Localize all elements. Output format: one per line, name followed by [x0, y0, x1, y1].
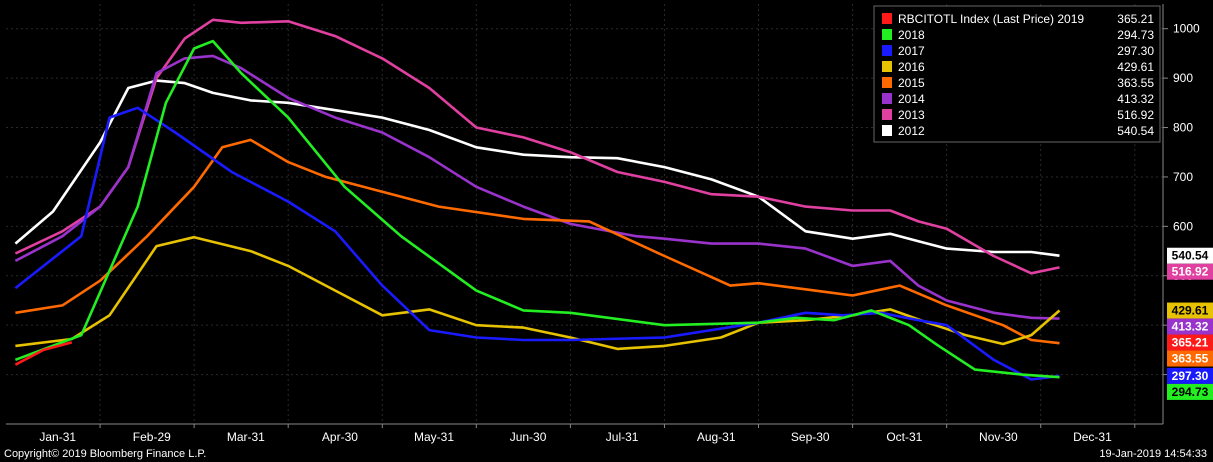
- x-tick-label: Oct-31: [886, 430, 922, 444]
- legend-box: [873, 5, 1161, 143]
- last-value-tag-label: 365.21: [1172, 336, 1209, 350]
- series-line-2013: [14, 18, 1060, 275]
- last-value-tag-label: 294.73: [1172, 385, 1209, 399]
- legend-label-2014: 2014: [898, 92, 925, 106]
- series-line-2019: [14, 341, 73, 366]
- last-value-tags: 540.54 516.92 429.61 413.32 365.21 363.55 297.…: [1167, 247, 1213, 400]
- legend-swatch-2014: [882, 93, 892, 104]
- legend-swatch-2017: [882, 45, 892, 56]
- x-tick-label: Nov-30: [979, 430, 1018, 444]
- legend-swatch-2018: [882, 29, 892, 40]
- y-tick-label: 900: [1173, 71, 1193, 85]
- timestamp-text: 19-Jan-2019 14:54:33: [1099, 448, 1207, 460]
- x-tick-label: Apr-30: [322, 430, 358, 444]
- legend-swatch-2016: [882, 61, 892, 72]
- legend-swatch-2015: [882, 77, 892, 88]
- y-tick-label: 600: [1173, 219, 1193, 233]
- last-value-tag-label: 413.32: [1172, 320, 1209, 334]
- last-value-tag-2013: [1167, 263, 1213, 280]
- legend-value-2017: 297.30: [1117, 44, 1154, 58]
- last-value-tag-2015: [1167, 350, 1213, 367]
- legend-label-2017: 2017: [898, 44, 925, 58]
- last-value-tag-2012: [1167, 247, 1213, 264]
- legend-swatch-2019: [882, 13, 892, 24]
- last-value-tag-label: 540.54: [1172, 249, 1209, 263]
- last-value-tag-label: 297.30: [1172, 369, 1209, 383]
- last-value-tag-2014: [1167, 318, 1213, 335]
- last-value-tag-2018: [1167, 383, 1213, 400]
- copyright-text: Copyright© 2019 Bloomberg Finance L.P.: [4, 448, 207, 460]
- x-tick-label: Sep-30: [791, 430, 830, 444]
- legend-label-2015: 2015: [898, 76, 925, 90]
- y-tick-label: 1000: [1173, 22, 1200, 36]
- last-value-tag-label: 429.61: [1172, 304, 1209, 318]
- legend-swatch-2012: [882, 125, 892, 136]
- x-tick-label: May-31: [414, 430, 454, 444]
- series-line-2015: [15, 138, 1060, 345]
- last-value-tag-label: 363.55: [1172, 352, 1209, 366]
- legend-value-2015: 363.55: [1117, 76, 1154, 90]
- last-value-tag-label: 516.92: [1172, 265, 1209, 279]
- legend-value-2016: 429.61: [1117, 60, 1154, 74]
- legend-value-2013: 516.92: [1117, 108, 1154, 122]
- y-tick-label: 700: [1173, 170, 1193, 184]
- legend-value-2012: 540.54: [1117, 124, 1154, 138]
- series-line-2014: [14, 54, 1060, 320]
- last-value-tag-2019: [1167, 334, 1213, 351]
- legend-label-2016: 2016: [898, 60, 925, 74]
- legend-label-2019: RBCITOTL Index (Last Price) 2019: [898, 12, 1084, 26]
- x-tick-label: Jul-31: [606, 430, 639, 444]
- legend-label-2012: 2012: [898, 124, 925, 138]
- x-tick-label: Jun-30: [510, 430, 547, 444]
- legend: RBCITOTL Index (Last Price) 2019 365.21 20…: [873, 5, 1161, 143]
- x-tick-label: Jan-31: [39, 430, 76, 444]
- legend-value-2018: 294.73: [1117, 28, 1154, 42]
- last-value-tag-2017: [1167, 367, 1213, 384]
- last-value-tag-2016: [1167, 302, 1213, 319]
- series-line-2012: [14, 79, 1060, 257]
- legend-swatch-2013: [882, 109, 892, 120]
- x-tick-label: Mar-31: [227, 430, 265, 444]
- series-line-2016: [15, 235, 1061, 351]
- series-line-2018: [14, 39, 1060, 379]
- x-tick-label: Feb-29: [133, 430, 171, 444]
- x-tick-label: Aug-31: [697, 430, 736, 444]
- legend-value-2019: 365.21: [1117, 12, 1154, 26]
- legend-value-2014: 413.32: [1117, 92, 1154, 106]
- series-line-2017: [14, 106, 1060, 381]
- y-tick-label: 800: [1173, 121, 1193, 135]
- series-lines: [14, 18, 1061, 381]
- legend-label-2013: 2013: [898, 108, 925, 122]
- legend-label-2018: 2018: [898, 28, 925, 42]
- x-tick-label: Dec-31: [1073, 430, 1112, 444]
